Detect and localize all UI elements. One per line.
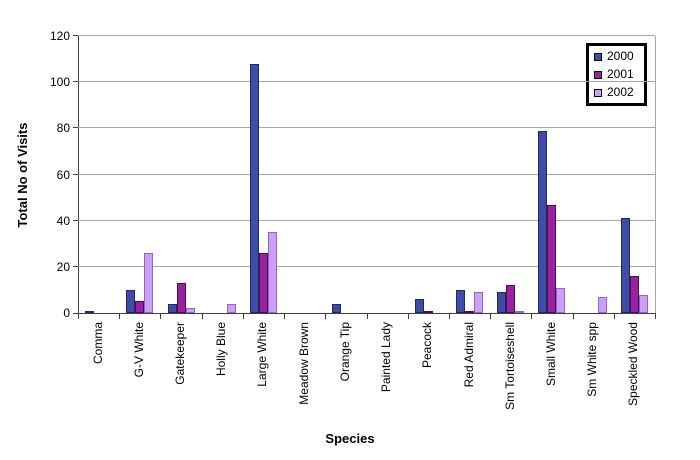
gridline-120 xyxy=(78,35,655,36)
x-tick-6 xyxy=(325,314,326,319)
legend-swatch-2002 xyxy=(594,88,602,97)
legend-swatch-2001 xyxy=(594,70,602,79)
x-category-label-holly-blue: Holly Blue xyxy=(214,322,229,377)
y-axis-line xyxy=(78,36,79,314)
x-tick-12 xyxy=(573,314,574,319)
x-category-label-peacock: Peacock xyxy=(420,322,435,369)
bar-2002-gatekeeper xyxy=(186,308,195,313)
y-tick-label-40: 40 xyxy=(56,213,70,228)
bar-2002-sm-tortoiseshell xyxy=(515,311,524,313)
x-category-label-speckled-wood: Speckled Wood xyxy=(626,322,641,406)
legend-item-2001: 2001 xyxy=(594,68,639,81)
y-tick-label-60: 60 xyxy=(56,167,70,182)
y-tick-label-20: 20 xyxy=(56,259,70,274)
bar-2001-gatekeeper xyxy=(177,283,186,313)
y-tick-80 xyxy=(73,127,78,129)
x-tick-7 xyxy=(367,314,368,319)
y-tick-label-0: 0 xyxy=(63,306,70,320)
bar-2000-g-v-white xyxy=(126,290,135,313)
y-tick-100 xyxy=(73,81,78,83)
x-tick-5 xyxy=(284,314,285,319)
x-axis-line xyxy=(78,313,656,314)
x-tick-13 xyxy=(614,314,615,319)
bar-2000-peacock xyxy=(415,299,424,313)
bar-2001-speckled-wood xyxy=(630,276,639,313)
gridline-80 xyxy=(78,127,655,129)
x-category-label-comma: Comma xyxy=(90,322,105,365)
bar-2002-holly-blue xyxy=(227,304,236,313)
x-tick-14 xyxy=(655,314,656,319)
y-tick-20 xyxy=(73,265,78,267)
bar-2002-red-admiral xyxy=(474,292,483,313)
y-tick-label-100: 100 xyxy=(49,75,70,90)
bar-2001-sm-tortoiseshell xyxy=(506,285,515,313)
y-tick-label-120: 120 xyxy=(49,29,70,43)
x-category-label-gatekeeper: Gatekeeper xyxy=(173,322,188,385)
legend-item-2000: 2000 xyxy=(594,50,639,63)
x-category-label-g-v-white: G-V White xyxy=(131,322,146,378)
bar-2000-orange-tip xyxy=(332,304,341,313)
x-category-label-sm-tortoiseshell: Sm Tortoiseshell xyxy=(502,322,517,410)
x-category-label-orange-tip: Orange Tip xyxy=(337,322,352,382)
x-tick-11 xyxy=(531,314,532,319)
x-category-label-red-admiral: Red Admiral xyxy=(461,322,476,388)
bar-2000-small-white xyxy=(538,131,547,313)
y-tick-40 xyxy=(73,219,78,221)
y-tick-60 xyxy=(73,173,78,175)
legend: 2000 2001 2002 xyxy=(586,43,647,106)
bar-2000-gatekeeper xyxy=(168,304,177,313)
x-category-label-large-white: Large White xyxy=(255,322,270,387)
bar-2002-small-white xyxy=(556,288,565,313)
y-tick-0 xyxy=(73,313,78,314)
bar-2000-red-admiral xyxy=(456,290,465,313)
gridline-100 xyxy=(78,81,655,83)
plot-right-border xyxy=(655,36,656,313)
legend-label-2001: 2001 xyxy=(607,67,634,81)
y-tick-label-80: 80 xyxy=(56,121,70,136)
x-tick-4 xyxy=(243,314,244,319)
legend-label-2002: 2002 xyxy=(607,85,634,99)
x-category-label-meadow-brown: Meadow Brown xyxy=(296,322,311,405)
x-category-label-painted-lady: Painted Lady xyxy=(379,322,394,393)
x-category-label-sm-white-spp: Sm White spp xyxy=(585,322,600,397)
x-tick-9 xyxy=(449,314,450,319)
bar-2002-sm-white-spp xyxy=(598,297,607,313)
bar-2002-g-v-white xyxy=(144,253,153,313)
y-tick-120 xyxy=(73,35,78,36)
x-tick-0 xyxy=(78,314,79,319)
x-axis-title: Species xyxy=(325,431,375,446)
bar-2001-small-white xyxy=(547,205,556,313)
x-tick-8 xyxy=(408,314,409,319)
bar-2001-large-white xyxy=(259,253,268,313)
legend-swatch-2000 xyxy=(594,52,602,61)
legend-label-2000: 2000 xyxy=(607,49,634,63)
legend-item-2002: 2002 xyxy=(594,86,639,99)
x-tick-10 xyxy=(490,314,491,319)
bar-2002-speckled-wood xyxy=(639,295,648,313)
bar-2000-sm-tortoiseshell xyxy=(497,292,506,313)
plot-area xyxy=(78,36,655,313)
gridline-60 xyxy=(78,173,655,175)
bar-2000-speckled-wood xyxy=(621,218,630,313)
bar-2002-large-white xyxy=(268,232,277,313)
bar-2000-large-white xyxy=(250,64,259,313)
gridline-40 xyxy=(78,219,655,221)
x-tick-1 xyxy=(119,314,120,319)
bar-2001-g-v-white xyxy=(135,301,144,313)
x-category-label-small-white: Small White xyxy=(543,322,558,387)
y-axis-title: Total No of Visits xyxy=(15,122,30,228)
x-tick-2 xyxy=(160,314,161,319)
gridline-20 xyxy=(78,265,655,267)
bar-2001-peacock xyxy=(424,311,433,313)
x-tick-3 xyxy=(202,314,203,319)
bar-2000-comma xyxy=(85,311,94,313)
bar-2001-red-admiral xyxy=(465,311,474,313)
